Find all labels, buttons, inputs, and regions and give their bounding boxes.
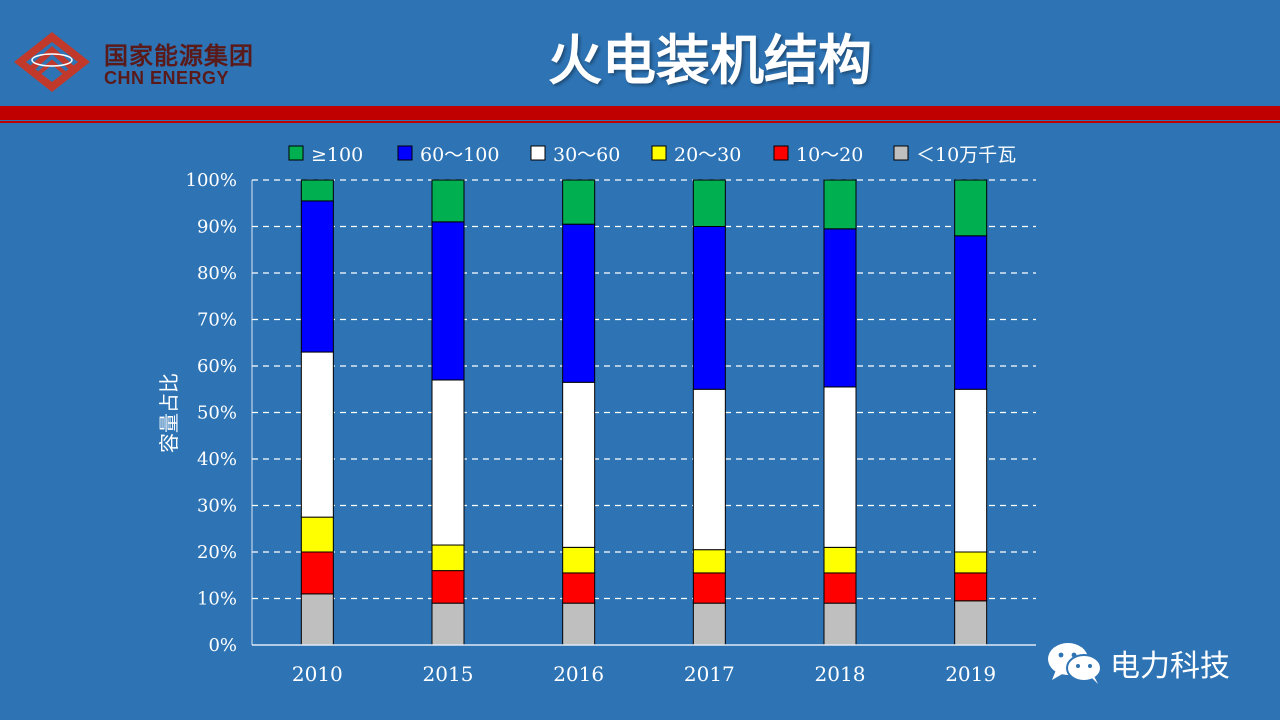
wechat-icon [1048, 643, 1102, 684]
header-divider-line [0, 121, 1280, 123]
x-tick-label: 2017 [684, 662, 735, 686]
legend-swatch [651, 145, 667, 161]
watermark-text: 电力科技 [1110, 649, 1230, 684]
legend-label: 60～100 [420, 144, 499, 166]
watermark: 电力科技 [1046, 640, 1230, 686]
bar-segment [692, 179, 726, 227]
brand-name-cn: 国家能源集团 [104, 42, 254, 70]
bar-segment [300, 551, 334, 595]
legend-swatch [530, 145, 546, 161]
bar-segment [562, 602, 596, 646]
bar-segment [431, 179, 465, 223]
bar-segment [562, 572, 596, 604]
chart-legend: ≥100 60～100 30～60 20～30 10～20 ＜10万千瓦 [288, 144, 1016, 166]
legend-swatch [397, 145, 413, 161]
legend-swatch [893, 145, 909, 161]
bar-segment [823, 228, 857, 388]
x-tick-label: 2010 [292, 662, 343, 686]
y-axis: 0% 10% 20% 30% 40% 50% 60% 70% 80% 90% 100% [186, 170, 253, 656]
bar-segment [692, 602, 726, 646]
x-tick-label: 2019 [945, 662, 996, 686]
legend-swatch [288, 145, 304, 161]
bar-segment [692, 549, 726, 574]
bar-segment [300, 179, 334, 202]
chart-gridlines [252, 179, 1036, 600]
bar-segment [300, 593, 334, 646]
legend-label: ≥100 [311, 144, 363, 166]
y-tick-label: 30% [197, 496, 237, 517]
bar-segment [562, 381, 596, 548]
x-tick-label: 2018 [815, 662, 866, 686]
bar-segment [431, 221, 465, 381]
chn-energy-logo-icon [14, 32, 90, 92]
brand-name-en: CHN ENERGY [104, 68, 230, 88]
bar-segment [692, 572, 726, 604]
bar-segment [823, 386, 857, 548]
bar-segment [431, 544, 465, 572]
bar-segment [954, 179, 988, 237]
bar-segment [562, 179, 596, 225]
header-divider-band [0, 106, 1280, 120]
y-tick-label: 70% [197, 310, 237, 331]
legend-label: 10～20 [796, 144, 863, 166]
bar-segment [954, 600, 988, 646]
x-axis: 2010 2015 2016 2017 2018 2019 [252, 644, 1036, 686]
y-tick-label: 20% [197, 542, 237, 563]
page-title: 火电装机结构 [548, 29, 872, 92]
bar-segment [954, 551, 988, 574]
bar-segment [954, 388, 988, 553]
bar-segment [954, 235, 988, 390]
x-tick-label: 2015 [423, 662, 474, 686]
y-tick-label: 60% [197, 356, 237, 377]
y-tick-label: 0% [208, 635, 237, 656]
legend-label: 20～30 [674, 144, 741, 166]
y-tick-label: 80% [197, 263, 237, 284]
bar-segment [823, 179, 857, 230]
bar-segment [692, 226, 726, 390]
legend-label: ＜10万千瓦 [916, 144, 1016, 166]
bar-segment [562, 223, 596, 383]
y-tick-label: 90% [197, 217, 237, 238]
bar-segment [431, 379, 465, 546]
y-tick-label: 40% [197, 449, 237, 470]
bar-segment [823, 546, 857, 574]
bar-segment [431, 570, 465, 604]
y-tick-label: 100% [186, 170, 237, 191]
y-tick-label: 10% [197, 589, 237, 610]
bar-segment [562, 546, 596, 574]
legend-label: 30～60 [553, 144, 620, 166]
bar-segment [300, 516, 334, 553]
bar-segment [823, 602, 857, 646]
bar-segment [300, 351, 334, 518]
chart-bars [300, 179, 988, 646]
bar-segment [300, 200, 334, 353]
legend-swatch [773, 145, 789, 161]
x-tick-label: 2016 [553, 662, 604, 686]
bar-segment [823, 572, 857, 604]
bar-segment [954, 572, 988, 602]
bar-segment [692, 388, 726, 551]
bar-segment [431, 602, 465, 646]
y-axis-label: 容量占比 [157, 373, 181, 453]
y-tick-label: 50% [197, 403, 237, 424]
